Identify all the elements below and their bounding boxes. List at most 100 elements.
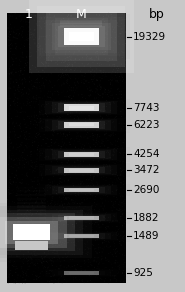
Point	[50, 239, 53, 244]
Point	[61, 153, 64, 157]
Point	[26, 274, 28, 278]
Point	[73, 225, 76, 229]
Point	[57, 11, 60, 16]
Point	[113, 25, 116, 30]
Point	[67, 224, 70, 229]
Point	[53, 183, 56, 188]
Point	[33, 277, 36, 281]
Point	[76, 157, 79, 161]
Point	[29, 261, 32, 266]
Point	[89, 216, 92, 221]
Point	[108, 158, 111, 163]
Point	[14, 35, 16, 40]
Point	[23, 237, 26, 241]
Point	[117, 144, 120, 149]
Point	[93, 82, 96, 86]
Point	[47, 233, 50, 238]
Point	[62, 106, 65, 111]
Point	[28, 88, 31, 92]
Point	[68, 69, 71, 74]
Point	[88, 56, 91, 60]
Point	[61, 245, 64, 249]
Point	[66, 19, 69, 24]
Point	[114, 258, 117, 262]
Point	[31, 88, 34, 93]
Point	[38, 36, 41, 41]
Point	[39, 116, 42, 121]
Point	[37, 45, 40, 50]
Point	[117, 176, 120, 181]
Point	[30, 85, 33, 90]
Point	[39, 271, 42, 276]
Point	[78, 19, 81, 24]
Point	[89, 39, 92, 44]
Point	[116, 68, 119, 73]
Point	[47, 177, 50, 182]
Point	[76, 210, 79, 214]
Point	[56, 114, 58, 119]
Point	[8, 35, 11, 40]
Point	[74, 276, 77, 280]
Point	[101, 201, 104, 206]
Point	[12, 73, 15, 77]
Point	[9, 209, 12, 214]
Point	[84, 100, 87, 105]
Point	[13, 254, 16, 259]
Point	[74, 67, 77, 71]
Point	[105, 224, 108, 229]
Point	[77, 193, 80, 197]
Point	[92, 175, 95, 179]
Point	[79, 184, 82, 189]
Point	[9, 22, 12, 27]
Point	[26, 248, 29, 252]
Point	[70, 96, 73, 101]
Point	[54, 161, 57, 165]
Point	[9, 141, 12, 146]
Point	[15, 80, 18, 85]
Point	[63, 216, 65, 221]
Point	[99, 52, 102, 56]
Point	[68, 142, 71, 147]
Point	[74, 167, 77, 171]
Point	[47, 251, 50, 256]
Point	[119, 32, 122, 37]
Point	[116, 260, 119, 265]
Point	[51, 100, 54, 105]
Point	[93, 98, 96, 102]
Point	[9, 204, 12, 208]
Point	[66, 55, 69, 60]
Point	[7, 125, 10, 129]
Point	[62, 222, 65, 227]
Point	[75, 201, 78, 206]
Point	[99, 225, 102, 230]
Point	[24, 281, 27, 286]
Point	[32, 100, 35, 104]
Point	[65, 143, 68, 147]
Point	[94, 263, 97, 267]
Point	[41, 251, 44, 256]
Point	[90, 55, 93, 60]
Point	[60, 280, 63, 285]
Point	[30, 180, 33, 184]
Point	[57, 55, 60, 60]
Point	[93, 25, 96, 30]
Point	[14, 11, 17, 16]
Point	[121, 26, 124, 31]
Point	[122, 114, 125, 118]
Point	[23, 117, 26, 122]
Point	[14, 163, 16, 168]
Point	[113, 276, 116, 281]
Point	[81, 107, 84, 112]
Point	[56, 280, 59, 285]
Point	[73, 60, 76, 65]
Point	[85, 44, 88, 49]
Point	[12, 126, 15, 131]
Point	[110, 208, 113, 212]
Point	[67, 258, 70, 263]
Point	[113, 150, 116, 155]
Point	[82, 135, 85, 140]
Point	[18, 219, 21, 224]
Point	[99, 246, 102, 250]
Point	[23, 240, 26, 245]
Point	[96, 276, 99, 280]
